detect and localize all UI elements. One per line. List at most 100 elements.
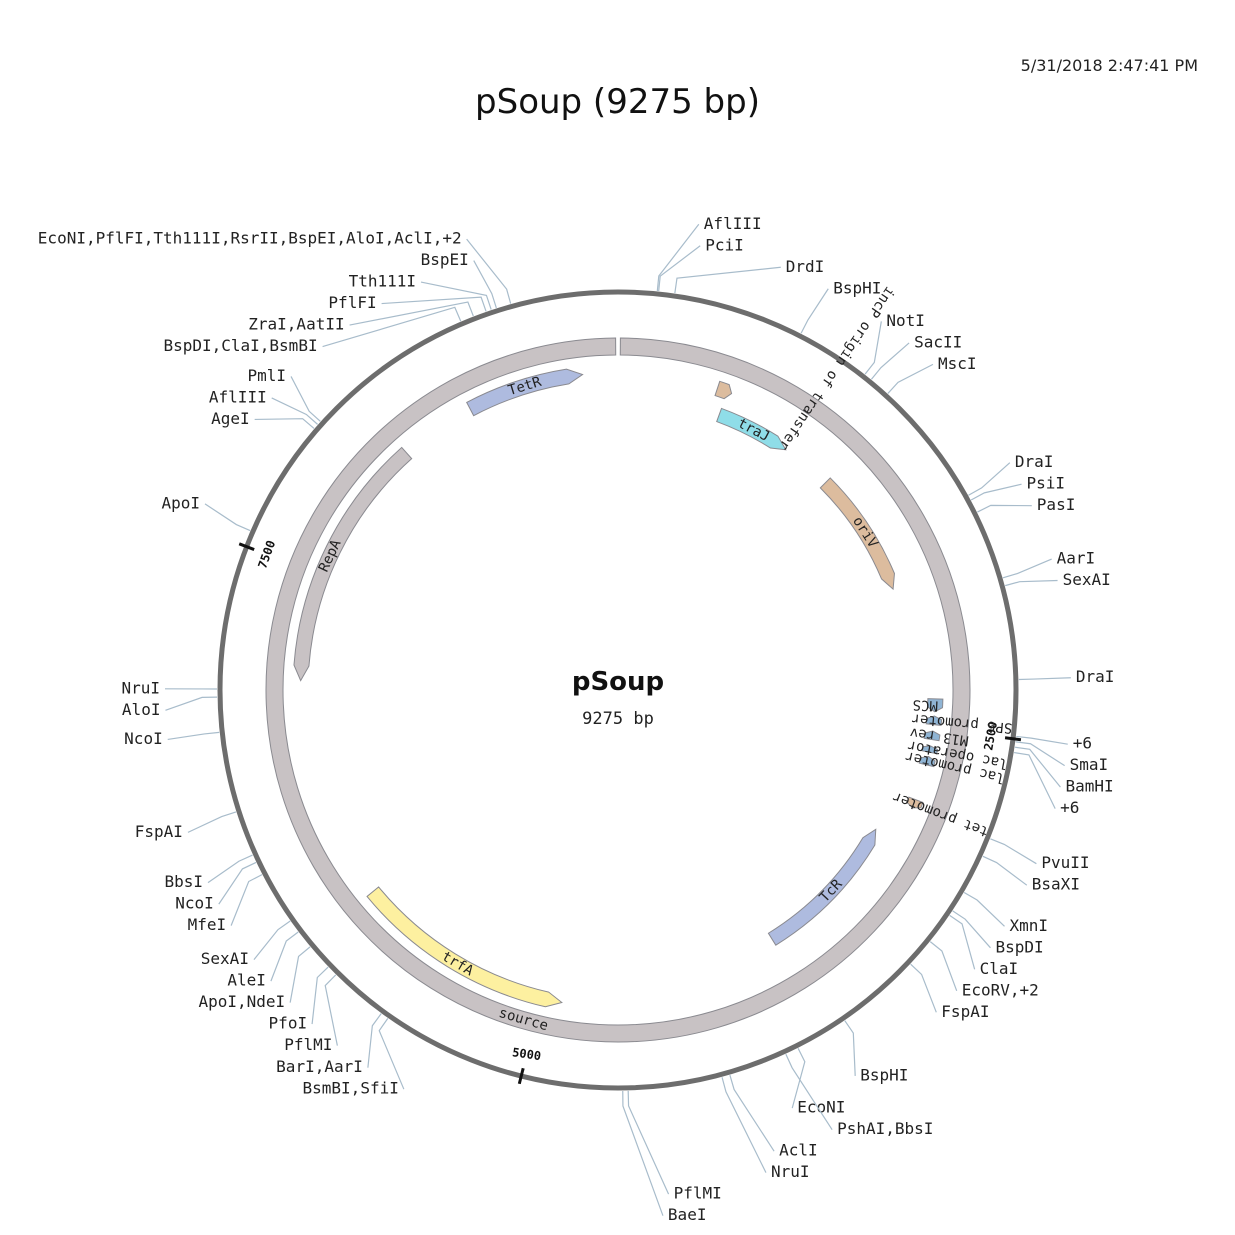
site-leader-line <box>367 1013 382 1068</box>
site-leader-line <box>207 854 253 884</box>
feature-label-traj: traJ <box>735 415 772 445</box>
feature-label-source: source <box>497 1005 550 1034</box>
feature-incp-origin-of-transfer <box>714 380 733 400</box>
tick-mark <box>1004 736 1022 742</box>
site-leader-line <box>253 920 291 960</box>
site-label-aloi[interactable]: AloI <box>122 700 161 719</box>
feature-label-repa: RepA <box>316 537 345 575</box>
site-label-afliii[interactable]: AflIII <box>704 214 762 233</box>
site-leader-line <box>968 462 1011 496</box>
feature-label-tetr: TetR <box>506 374 543 399</box>
site-label-nrui[interactable]: NruI <box>121 678 160 697</box>
site-label-ncoi[interactable]: NcoI <box>124 729 163 748</box>
site-label-pshai-bbsi[interactable]: PshAI,BbsI <box>837 1119 933 1138</box>
site-leader-line <box>791 1048 806 1109</box>
site-label-zrai-aatii[interactable]: ZraI,AatII <box>248 315 344 334</box>
site-label-fspai[interactable]: FspAI <box>941 1002 989 1021</box>
site-leader-line <box>1015 741 1065 767</box>
site-leader-line <box>977 504 1032 513</box>
site-leader-line <box>658 245 701 292</box>
site-label-6[interactable]: +6 <box>1060 798 1079 817</box>
site-label-sacii[interactable]: SacII <box>914 332 962 351</box>
site-label-alei[interactable]: AleI <box>227 971 266 990</box>
feature-label-mcs: MCS <box>912 696 938 713</box>
site-label-pflfi[interactable]: PflFI <box>328 293 376 312</box>
site-label-drdi[interactable]: DrdI <box>786 257 825 276</box>
site-leader-line <box>1014 746 1061 788</box>
site-label-fspai[interactable]: FspAI <box>135 822 183 841</box>
site-leader-line <box>204 503 251 532</box>
site-label-sexai[interactable]: SexAI <box>201 949 249 968</box>
site-label-econi[interactable]: EcoNI <box>797 1098 845 1117</box>
site-label-bsphi[interactable]: BspHI <box>833 278 881 297</box>
page-title: pSoup (9275 bp) <box>475 82 760 122</box>
site-label-pfoi[interactable]: PfoI <box>269 1014 308 1033</box>
site-leader-line <box>167 731 220 741</box>
site-leader-line <box>290 376 321 422</box>
backbone-ring-layer: 2500 5000 7500 <box>217 289 1022 1091</box>
site-label-ecorv-2[interactable]: EcoRV,+2 <box>962 980 1039 999</box>
site-leader-line <box>656 223 700 291</box>
site-label-bsphi[interactable]: BspHI <box>860 1065 908 1084</box>
site-leader-line <box>949 914 976 970</box>
site-label-bbsi[interactable]: BbsI <box>164 872 203 891</box>
site-label-nrui[interactable]: NruI <box>771 1162 810 1181</box>
feature-traj <box>716 407 787 451</box>
site-label-baei[interactable]: BaeI <box>668 1205 707 1224</box>
map-name: pSoup <box>572 667 664 697</box>
feature-trfa <box>366 886 563 1008</box>
site-leader-line <box>970 483 1022 501</box>
site-label-bsmbi-sfii[interactable]: BsmBI,SfiI <box>303 1079 399 1098</box>
site-leader-line <box>864 321 882 375</box>
site-label-afliii[interactable]: AflIII <box>209 387 267 406</box>
site-label-drai[interactable]: DraI <box>1015 452 1054 471</box>
site-label-mfei[interactable]: MfeI <box>188 915 227 934</box>
site-label-pflmi[interactable]: PflMI <box>674 1184 722 1203</box>
site-label-bari-aari[interactable]: BarI,AarI <box>276 1057 363 1076</box>
site-label-smai[interactable]: SmaI <box>1070 755 1109 774</box>
site-label-pmli[interactable]: PmlI <box>248 366 287 385</box>
site-leader-line <box>311 966 329 1025</box>
site-label-apoi[interactable]: ApoI <box>161 493 200 512</box>
site-label-msci[interactable]: MscI <box>938 354 977 373</box>
site-label-aari[interactable]: AarI <box>1057 549 1096 568</box>
site-label-drai[interactable]: DraI <box>1076 667 1115 686</box>
feature-tcr <box>767 828 877 946</box>
feature-tet-promoter <box>906 796 924 809</box>
site-label-econi-pflfi-tth111i-rsrii-bspei-aloi-acli-2[interactable]: EcoNI,PflFI,Tth111I,RsrII,BspEI,AloI,Acl… <box>38 229 462 248</box>
site-leader-line <box>929 941 958 992</box>
site-label-tth111i[interactable]: Tth111I <box>349 272 416 291</box>
site-label-clai[interactable]: ClaI <box>980 959 1019 978</box>
site-label-pvuii[interactable]: PvuII <box>1041 853 1089 872</box>
site-label-ncoi[interactable]: NcoI <box>175 894 214 913</box>
site-label-bamhi[interactable]: BamHI <box>1065 777 1113 796</box>
site-label-agei[interactable]: AgeI <box>211 409 250 428</box>
site-label-acli[interactable]: AclI <box>779 1141 818 1160</box>
site-label-noti[interactable]: NotI <box>886 311 925 330</box>
site-label-apoi-ndei[interactable]: ApoI,NdeI <box>198 992 285 1011</box>
site-label-xmni[interactable]: XmnI <box>1009 916 1048 935</box>
map-length: 9275 bp <box>582 709 654 729</box>
feature-mcs <box>927 698 944 713</box>
site-label-bspdi-clai-bsmbi[interactable]: BspDI,ClaI,BsmBI <box>163 336 317 355</box>
site-leader-line <box>674 266 781 294</box>
site-leader-line <box>381 296 487 312</box>
site-leader-line <box>322 306 462 348</box>
site-leader-line <box>721 1077 767 1173</box>
site-leader-line <box>982 855 1028 886</box>
site-label-bspei[interactable]: BspEI <box>421 250 469 269</box>
site-label-sexai[interactable]: SexAI <box>1063 570 1111 589</box>
site-label-psii[interactable]: PsiI <box>1027 474 1066 493</box>
tick-label: 2500 <box>981 721 1000 752</box>
site-label-pflmi[interactable]: PflMI <box>284 1035 332 1054</box>
site-label-bsaxi[interactable]: BsaXI <box>1032 875 1080 894</box>
site-leader-line <box>990 838 1037 865</box>
site-label-6[interactable]: +6 <box>1073 734 1092 753</box>
site-label-bspdi[interactable]: BspDI <box>995 937 1043 956</box>
feature-source <box>265 337 971 1043</box>
site-leader-line <box>378 1018 405 1090</box>
restriction-sites-layer: AflIII PciI DrdI BspHI NotI SacII MscI DraI PsiI… <box>38 214 1115 1224</box>
site-label-pcii[interactable]: PciI <box>705 235 744 254</box>
site-label-pasi[interactable]: PasI <box>1037 495 1076 514</box>
